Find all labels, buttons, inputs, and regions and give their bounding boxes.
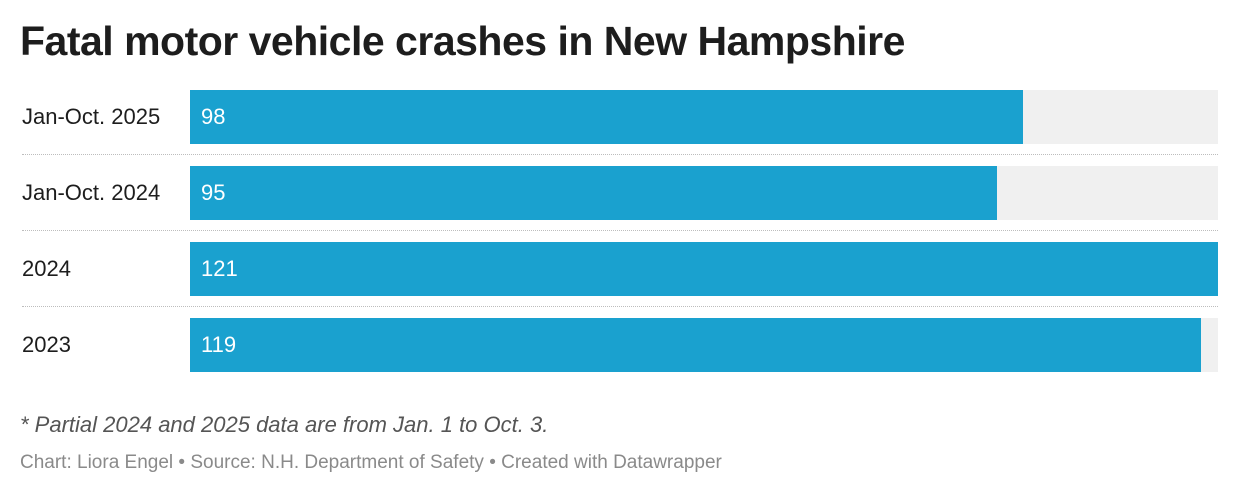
bar-track: 119 <box>190 318 1218 372</box>
bar-track: 98 <box>190 90 1218 144</box>
bar: 95 <box>190 166 997 220</box>
bar-value-label: 98 <box>201 104 226 129</box>
bar: 119 <box>190 318 1201 372</box>
row-divider <box>22 154 1218 155</box>
bar-track: 121 <box>190 242 1218 296</box>
category-label: Jan-Oct. 2024 <box>22 180 161 205</box>
bar-value-label: 119 <box>201 332 237 357</box>
category-label: Jan-Oct. 2025 <box>22 104 161 129</box>
source-credit: Chart: Liora Engel • Source: N.H. Depart… <box>20 452 722 473</box>
category-label: 2024 <box>22 256 71 281</box>
chart-title: Fatal motor vehicle crashes in New Hamps… <box>20 18 905 64</box>
bar: 98 <box>190 90 1023 144</box>
bar-track: 95 <box>190 166 1218 220</box>
bar: 121 <box>190 242 1218 296</box>
bar-value-label: 95 <box>201 180 226 205</box>
row-divider <box>22 230 1218 231</box>
category-label: 2023 <box>22 332 71 357</box>
row-divider <box>22 306 1218 307</box>
bar-value-label: 121 <box>201 256 238 281</box>
footnote: * Partial 2024 and 2025 data are from Ja… <box>20 412 549 437</box>
